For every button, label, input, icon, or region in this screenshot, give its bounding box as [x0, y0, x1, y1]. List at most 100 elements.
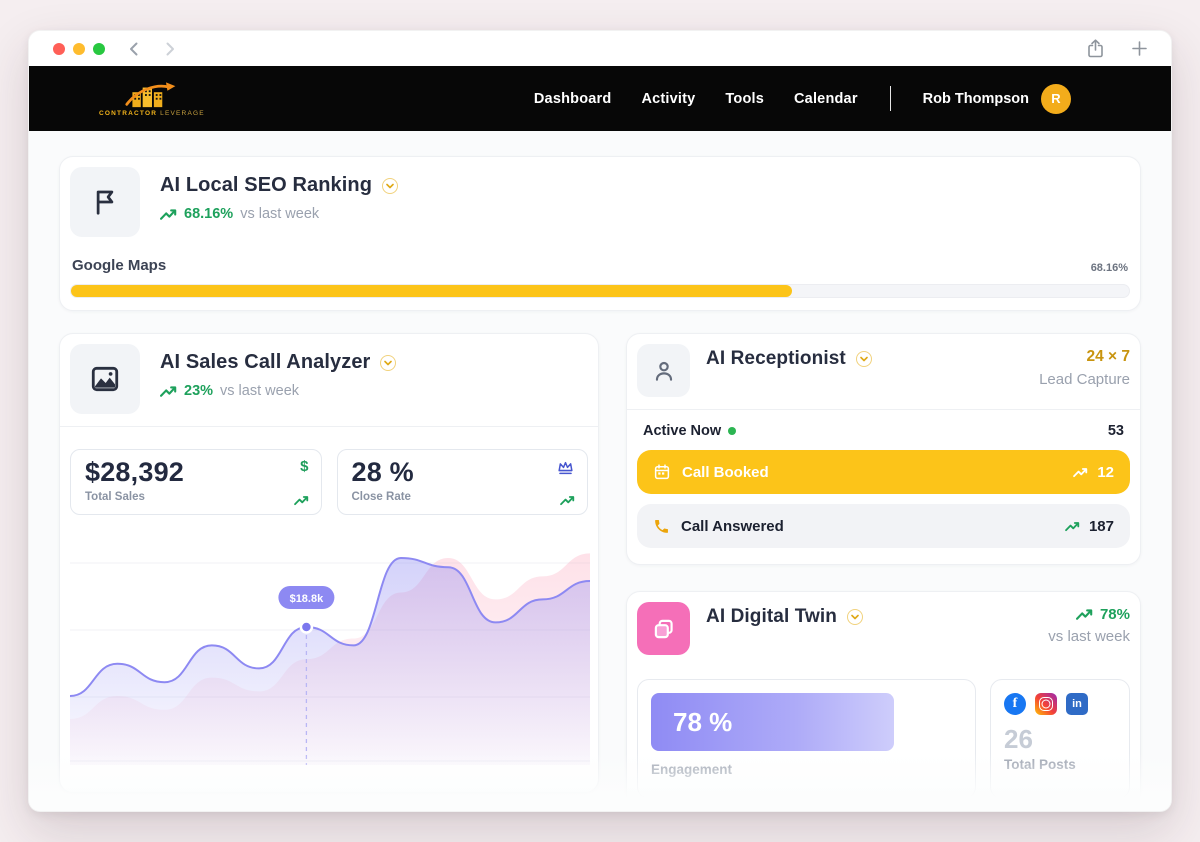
chevron-down-icon[interactable] — [380, 354, 397, 371]
nav-calendar[interactable]: Calendar — [794, 90, 858, 107]
call-answered-value: 187 — [1088, 517, 1114, 535]
instagram-icon[interactable] — [1035, 693, 1057, 715]
receptionist-card-title: AI Receptionist — [706, 348, 846, 369]
crown-icon — [556, 458, 575, 481]
primary-line-series — [69, 556, 591, 697]
primary-nav: Dashboard Activity Tools Calendar — [534, 91, 858, 107]
primary-area-series — [70, 558, 590, 765]
engagement-label: Engagement — [651, 762, 733, 777]
minimize-button[interactable] — [73, 42, 85, 55]
tooltip-dot — [299, 620, 314, 634]
chevron-down-icon[interactable] — [855, 351, 872, 367]
app-navbar: CONTRACTOR LEVERAGE Dashboard Activity T… — [29, 66, 1171, 131]
digital-twin-icon — [637, 602, 690, 655]
twin-delta: 78% — [1099, 606, 1130, 623]
sales-card-title: AI Sales Call Analyzer — [160, 351, 371, 373]
call-answered-row[interactable]: Call Answered 187 — [637, 504, 1130, 548]
flag-icon — [70, 167, 140, 237]
digital-twin-card: AI Digital Twin 78% — [626, 591, 1141, 811]
nav-tools[interactable]: Tools — [725, 90, 765, 107]
nav-dashboard[interactable]: Dashboard — [533, 90, 612, 107]
sales-analyzer-card: AI Sales Call Analyzer 23% vs last week — [59, 333, 599, 793]
divider — [627, 409, 1140, 410]
trend-up-icon — [1073, 467, 1088, 478]
facebook-icon[interactable]: f — [1004, 693, 1026, 715]
sales-delta: 23% — [184, 383, 214, 399]
trend-up-icon — [160, 208, 177, 221]
nav-activity[interactable]: Activity — [641, 90, 696, 107]
total-sales-label: Total Sales — [85, 491, 145, 503]
active-now-row: Active Now 53 — [637, 410, 1130, 450]
tooltip-pill — [278, 586, 335, 609]
person-icon — [637, 344, 690, 397]
call-booked-value: 12 — [1097, 463, 1114, 481]
badge-lead-capture: Lead Capture — [1039, 371, 1130, 388]
engagement-bar: 78 % — [651, 693, 894, 751]
trend-up-icon — [1076, 608, 1093, 621]
twin-delta-block: 78% vs last week — [1048, 602, 1130, 655]
forward-icon[interactable] — [166, 42, 175, 56]
chevron-down-icon[interactable] — [846, 609, 863, 625]
trend-up-icon — [160, 385, 177, 398]
online-status-dot — [728, 427, 737, 435]
zoom-button[interactable] — [93, 42, 105, 55]
receptionist-card: AI Receptionist 24 × 7 Lead Capture — [626, 333, 1141, 565]
user-menu[interactable]: Rob Thompson R — [922, 83, 1071, 114]
chart-image-icon — [70, 344, 140, 414]
logo-graphic — [125, 81, 176, 107]
lead-capture-badge: 24 × 7 Lead Capture — [1039, 344, 1130, 397]
seo-delta-label: vs last week — [240, 206, 320, 222]
progress-row-label: Google Maps — [72, 257, 167, 274]
twin-delta-label: vs last week — [1048, 628, 1130, 645]
trend-up-icon — [560, 495, 575, 506]
close-rate-label: Close Rate — [351, 491, 411, 503]
seo-progress-fill — [71, 285, 793, 297]
sales-trend-chart: $18.8k — [69, 553, 591, 765]
posts-panel: f in 26 Total Posts — [990, 679, 1130, 799]
progress-row-value: 68.16% — [1090, 262, 1128, 274]
call-answered-label: Call Answered — [681, 517, 784, 535]
sales-delta-label: vs last week — [220, 383, 300, 399]
trend-up-icon — [294, 495, 309, 506]
tooltip-label: $18.8k — [290, 593, 325, 605]
total-posts-label: Total Posts — [1004, 757, 1076, 772]
chevron-down-icon[interactable] — [382, 177, 399, 194]
active-now-label: Active Now — [643, 423, 722, 439]
digital-twin-card-title: AI Digital Twin — [706, 606, 837, 627]
dashboard-content: AI Local SEO Ranking 68.16% vs last week — [29, 131, 1171, 811]
calendar-icon — [654, 464, 670, 480]
share-icon[interactable] — [1087, 39, 1104, 58]
new-tab-icon[interactable] — [1132, 41, 1147, 56]
close-rate-value: 28 % — [351, 457, 414, 487]
engagement-panel: 78 % Engagement — [637, 679, 976, 799]
linkedin-icon[interactable]: in — [1066, 693, 1088, 715]
close-button[interactable] — [53, 42, 65, 55]
close-rate-stat: 28 % Close Rate — [336, 449, 588, 515]
app-logo[interactable]: CONTRACTOR LEVERAGE — [99, 81, 205, 117]
browser-window: CONTRACTOR LEVERAGE Dashboard Activity T… — [28, 30, 1172, 812]
call-booked-label: Call Booked — [682, 463, 769, 481]
avatar[interactable]: R — [1041, 83, 1071, 114]
active-now-value: 53 — [1107, 423, 1124, 439]
nav-divider — [889, 86, 891, 111]
call-booked-row[interactable]: Call Booked 12 — [637, 450, 1130, 494]
seo-delta: 68.16% — [184, 206, 234, 222]
divider — [60, 426, 598, 427]
window-controls — [53, 42, 105, 55]
user-name: Rob Thompson — [922, 90, 1029, 107]
seo-card-title: AI Local SEO Ranking — [160, 174, 373, 196]
badge-24x7: 24 × 7 — [1086, 348, 1130, 365]
back-icon[interactable] — [129, 42, 138, 56]
dollar-icon: $ — [300, 458, 309, 475]
chart-tooltip: $18.8k — [278, 586, 335, 765]
phone-icon — [655, 519, 668, 533]
seo-progress-bar — [70, 284, 1130, 298]
total-sales-stat: $28,392 Total Sales $ — [70, 449, 322, 515]
browser-titlebar — [29, 31, 1171, 66]
trend-up-icon — [1065, 521, 1080, 532]
logo-text: CONTRACTOR LEVERAGE — [99, 109, 205, 117]
total-sales-value: $28,392 — [85, 457, 184, 487]
seo-ranking-card: AI Local SEO Ranking 68.16% vs last week — [59, 156, 1141, 311]
total-posts-value: 26 — [1004, 724, 1033, 754]
